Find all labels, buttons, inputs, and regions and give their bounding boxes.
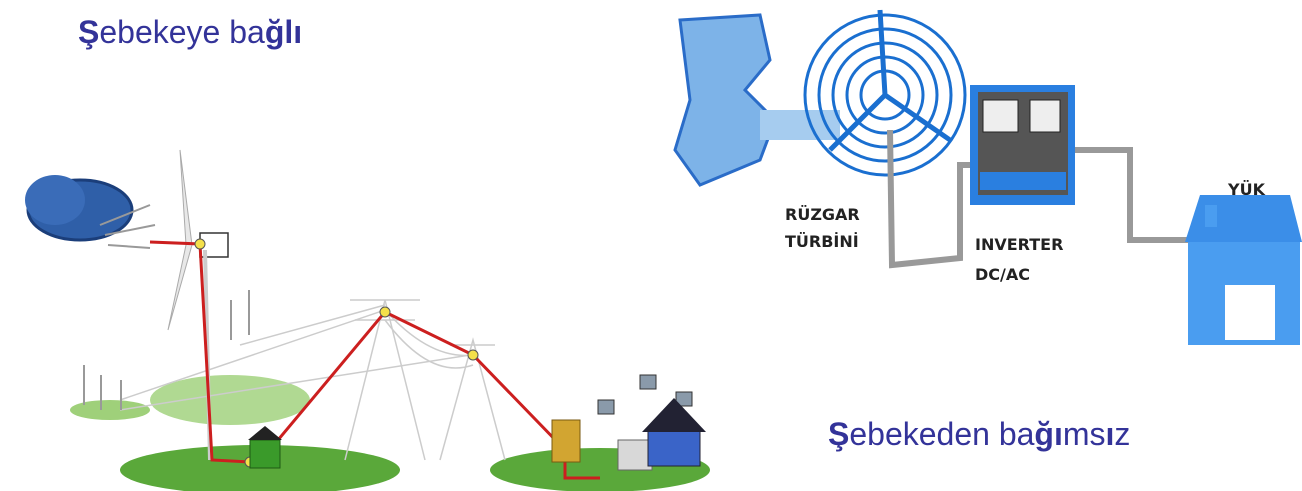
title-part: ğı [1034, 416, 1062, 452]
door [1225, 285, 1275, 340]
label: INVERTER [975, 235, 1063, 254]
display [980, 172, 1066, 190]
cloud [25, 175, 85, 225]
chimney [1205, 205, 1217, 227]
label: YÜK [1227, 180, 1266, 199]
nodes [195, 239, 570, 467]
label: RÜZGAR [785, 205, 860, 224]
roof [642, 398, 706, 432]
title-part: ebekeye ba [99, 14, 264, 50]
title-part: Ş [828, 416, 849, 452]
roof [248, 426, 282, 440]
meter [618, 440, 652, 470]
pylons [120, 300, 505, 460]
label: DC/AC [975, 265, 1030, 284]
title-part: ms [1063, 416, 1106, 452]
title-part: ğlı [265, 14, 302, 50]
title-part: Ş [78, 14, 99, 50]
title: Şebekeden bağımsız [828, 416, 1130, 453]
turbine-rotor [805, 10, 965, 175]
slide: RÜZGAR TÜRBİNİ INVERTER DC/AC YÜK Şebeke… [0, 0, 1302, 491]
roof [1185, 195, 1302, 242]
title-part: z [1114, 416, 1130, 452]
blade [168, 150, 192, 330]
cloud [675, 15, 775, 185]
label: TÜRBİNİ [785, 232, 859, 251]
ground [70, 400, 150, 420]
meter [1030, 100, 1060, 132]
transformer [552, 420, 580, 462]
ground [150, 375, 310, 425]
wind [760, 110, 840, 140]
power-line [150, 242, 600, 478]
meter [983, 100, 1018, 132]
substation [250, 440, 280, 468]
title: Şebekeye bağlı [78, 14, 302, 51]
grid-connected-scene [25, 150, 710, 491]
off-grid-scene: RÜZGAR TÜRBİNİ INVERTER DC/AC YÜK [675, 10, 1302, 345]
house [648, 430, 700, 466]
title-part: ebekeden ba [849, 416, 1034, 452]
